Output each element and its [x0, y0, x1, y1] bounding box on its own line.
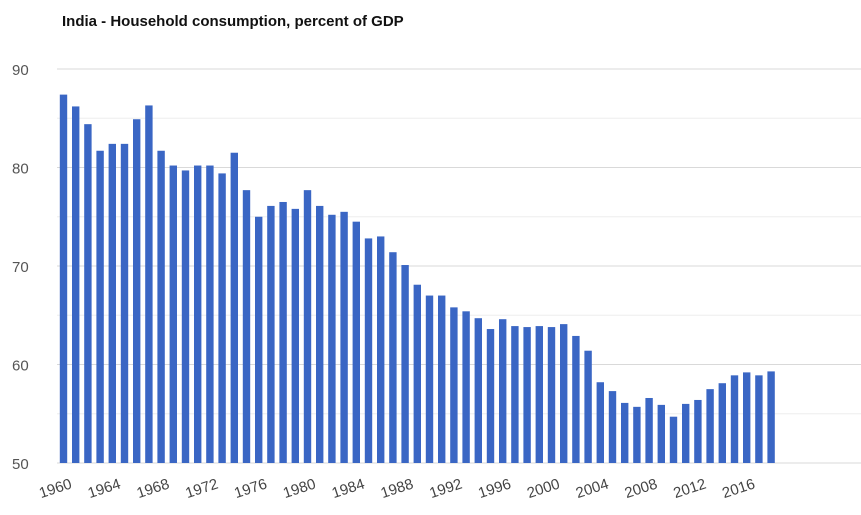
x-tick-label: 1992 — [427, 476, 464, 502]
x-tick-label: 1976 — [232, 476, 269, 502]
x-tick-label: 1964 — [86, 476, 123, 502]
bar-1963 — [96, 150, 104, 463]
bar-1987 — [389, 252, 397, 463]
bar-1971 — [194, 165, 202, 463]
x-axis-labels: 1960 1964 1968 1972 1976 1980 1984 1988 1992 1996… — [37, 476, 757, 502]
bar-2002 — [572, 335, 580, 463]
bar-1972 — [206, 165, 214, 463]
bar-1962 — [84, 124, 92, 463]
bar-1996 — [499, 319, 507, 463]
x-tick-label: 1980 — [281, 476, 318, 502]
bar-2017 — [755, 375, 763, 463]
bar-1995 — [486, 329, 495, 463]
gridlines — [57, 68, 861, 464]
bar-1973 — [218, 173, 226, 463]
bar-1983 — [340, 211, 348, 463]
bar-1998 — [523, 327, 531, 463]
bar-1964 — [108, 143, 116, 464]
bars — [59, 94, 775, 464]
bar-2001 — [560, 324, 568, 463]
x-tick-label: 2016 — [720, 476, 757, 502]
x-tick-label: 1960 — [37, 476, 74, 502]
bar-2007 — [633, 406, 641, 463]
bar-2011 — [682, 403, 690, 463]
bar-1974 — [230, 152, 238, 464]
bar-2005 — [608, 391, 617, 463]
bar-1989 — [413, 284, 421, 463]
bar-1976 — [255, 216, 263, 463]
bar-1993 — [462, 311, 470, 463]
bar-1992 — [450, 307, 458, 463]
bar-1981 — [316, 205, 324, 464]
x-tick-label: 2000 — [525, 476, 562, 502]
x-tick-label: 2012 — [671, 476, 708, 502]
y-axis-labels: 50 60 70 80 90 — [12, 62, 29, 473]
bar-1985 — [364, 238, 373, 463]
bar-1961 — [72, 106, 80, 464]
bar-2016 — [743, 372, 751, 463]
bar-1984 — [352, 221, 360, 463]
bar-2004 — [596, 382, 604, 463]
bar-1960 — [59, 94, 68, 464]
bar-2010 — [669, 416, 678, 463]
bar-1979 — [291, 208, 299, 463]
bar-1966 — [133, 119, 141, 463]
x-tick-label: 1968 — [135, 476, 172, 502]
bar-1975 — [242, 190, 251, 463]
bar-1991 — [438, 295, 446, 463]
chart-title: India - Household consumption, percent o… — [62, 13, 404, 30]
bar-2006 — [621, 402, 629, 463]
bar-1967 — [145, 105, 153, 463]
bar-1968 — [157, 150, 165, 463]
bar-1978 — [279, 201, 287, 464]
y-tick-label: 50 — [12, 456, 29, 473]
bar-2015 — [730, 375, 739, 463]
bar-2009 — [657, 404, 665, 463]
bar-1997 — [511, 326, 519, 463]
y-tick-label: 90 — [12, 62, 29, 79]
bar-2003 — [584, 350, 592, 463]
bar-2000 — [547, 327, 556, 463]
bar-1980 — [303, 190, 312, 463]
y-tick-label: 80 — [12, 161, 29, 178]
bar-1986 — [377, 236, 385, 463]
bar-1977 — [267, 205, 275, 464]
bar-1970 — [181, 170, 190, 463]
x-tick-label: 1996 — [476, 476, 513, 502]
x-tick-label: 2008 — [623, 476, 660, 502]
bar-2012 — [694, 399, 702, 463]
bar-1969 — [169, 165, 177, 463]
x-tick-label: 1988 — [379, 476, 416, 502]
bar-1982 — [328, 214, 336, 463]
bar-1965 — [120, 143, 129, 464]
y-tick-label: 60 — [12, 358, 29, 375]
x-tick-label: 1972 — [183, 476, 220, 502]
bar-1988 — [401, 265, 409, 463]
bar-1990 — [425, 295, 434, 463]
bar-2018 — [767, 371, 775, 463]
bar-2013 — [706, 389, 714, 464]
bar-2008 — [645, 397, 653, 463]
bar-1999 — [535, 326, 543, 463]
x-tick-label: 1984 — [330, 476, 367, 502]
bar-2014 — [718, 383, 726, 463]
bar-1994 — [474, 318, 482, 463]
x-tick-label: 2004 — [574, 476, 611, 502]
y-tick-label: 70 — [12, 259, 29, 276]
